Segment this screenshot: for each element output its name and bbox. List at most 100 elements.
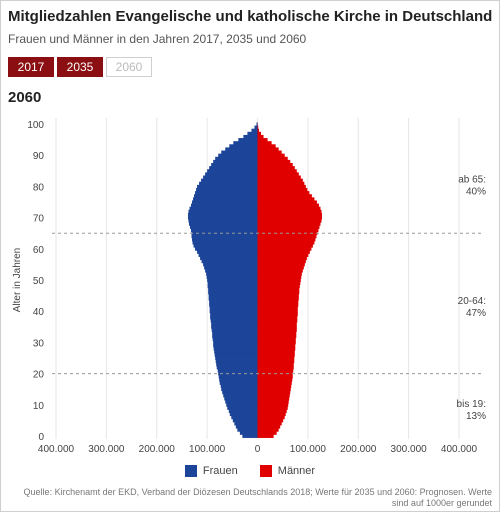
bar-maenner bbox=[257, 134, 264, 139]
year-tabs: 2017 2035 2060 bbox=[8, 57, 152, 77]
bar-frauen bbox=[209, 303, 258, 307]
bar-maenner bbox=[257, 340, 296, 345]
bar-frauen bbox=[208, 287, 258, 292]
y-tick-label: 100 bbox=[27, 120, 44, 131]
bar-maenner bbox=[257, 219, 322, 223]
bar-maenner bbox=[257, 347, 296, 351]
bar-maenner bbox=[257, 315, 298, 320]
bar-frauen bbox=[212, 337, 258, 342]
bar-maenner bbox=[257, 322, 297, 326]
bar-maenner bbox=[257, 387, 291, 392]
bar-maenner bbox=[257, 247, 312, 251]
bar-frauen bbox=[206, 272, 258, 276]
x-tick-label: 300.000 bbox=[88, 444, 125, 455]
bar-frauen bbox=[198, 253, 258, 257]
bar-frauen bbox=[228, 409, 258, 413]
legend-item-frauen: Frauen bbox=[184, 465, 238, 477]
bar-maenner bbox=[257, 253, 309, 257]
bar-maenner bbox=[257, 365, 294, 370]
bar-maenner bbox=[257, 356, 295, 360]
legend: Frauen Männer bbox=[0, 465, 500, 477]
bar-maenner bbox=[257, 275, 302, 279]
bar-frauen bbox=[216, 365, 258, 370]
bar-maenner bbox=[257, 393, 290, 398]
tab-2035[interactable]: 2035 bbox=[57, 57, 103, 77]
bar-maenner bbox=[257, 350, 295, 354]
bar-frauen bbox=[191, 234, 258, 239]
bar-frauen bbox=[239, 431, 258, 435]
bar-maenner bbox=[257, 334, 297, 339]
bar-frauen bbox=[223, 393, 258, 398]
bar-maenner bbox=[257, 337, 296, 342]
bar-maenner bbox=[257, 397, 290, 401]
bar-maenner bbox=[257, 403, 289, 407]
y-axis-label: Alter in Jahren bbox=[12, 248, 23, 312]
tab-2017[interactable]: 2017 bbox=[8, 57, 54, 77]
legend-label-maenner: Männer bbox=[277, 465, 316, 477]
bar-frauen bbox=[208, 294, 258, 298]
x-tick-label: 300.000 bbox=[391, 444, 428, 455]
bar-maenner bbox=[257, 287, 300, 292]
pyramid-bars bbox=[187, 122, 322, 438]
bar-maenner bbox=[257, 163, 293, 167]
tab-2060[interactable]: 2060 bbox=[106, 57, 152, 77]
bar-maenner bbox=[257, 409, 287, 413]
bar-maenner bbox=[257, 303, 299, 307]
bar-frauen bbox=[191, 203, 258, 208]
bar-frauen bbox=[229, 144, 258, 148]
y-tick-label: 60 bbox=[33, 245, 45, 256]
bar-maenner bbox=[257, 284, 300, 289]
bar-frauen bbox=[213, 343, 258, 348]
bar-frauen bbox=[203, 262, 258, 267]
bar-frauen bbox=[197, 184, 258, 189]
y-tick-label: 80 bbox=[33, 182, 45, 193]
bar-frauen bbox=[219, 378, 258, 382]
bar-frauen bbox=[231, 415, 258, 420]
bar-maenner bbox=[257, 297, 299, 301]
bar-frauen bbox=[187, 216, 258, 220]
share-annotation-value: 47% bbox=[466, 308, 486, 319]
bar-frauen bbox=[219, 381, 258, 385]
bar-frauen bbox=[205, 172, 258, 176]
bar-maenner bbox=[257, 325, 297, 329]
bar-maenner bbox=[257, 265, 304, 270]
share-annotation-label: ab 65: bbox=[458, 174, 486, 185]
bar-maenner bbox=[257, 294, 299, 298]
bar-maenner bbox=[257, 290, 300, 295]
chart-subtitle: Frauen und Männer in den Jahren 2017, 20… bbox=[8, 32, 307, 46]
bar-frauen bbox=[189, 206, 258, 211]
bar-frauen bbox=[203, 175, 258, 179]
share-annotation-label: 20-64: bbox=[458, 296, 486, 307]
bar-frauen bbox=[209, 166, 258, 170]
bar-frauen bbox=[214, 350, 258, 354]
bar-frauen bbox=[210, 319, 258, 323]
bar-frauen bbox=[193, 244, 258, 248]
bar-frauen bbox=[212, 334, 258, 339]
bar-maenner bbox=[257, 138, 268, 142]
bar-frauen bbox=[222, 390, 258, 395]
bar-frauen bbox=[217, 368, 258, 373]
bar-frauen bbox=[196, 187, 258, 192]
bar-frauen bbox=[229, 412, 258, 417]
bar-maenner bbox=[257, 216, 322, 220]
bar-frauen bbox=[216, 362, 258, 367]
bar-maenner bbox=[257, 375, 293, 379]
legend-swatch-maenner bbox=[259, 465, 272, 477]
bar-frauen bbox=[188, 219, 258, 223]
bar-frauen bbox=[207, 281, 258, 286]
bar-maenner bbox=[257, 222, 321, 226]
y-axis-ticks: 0 10 20 30 40 50 60 70 80 90 100 bbox=[27, 120, 44, 443]
bar-maenner bbox=[257, 425, 281, 429]
bar-frauen bbox=[191, 231, 258, 236]
bar-frauen bbox=[195, 191, 258, 195]
bar-maenner bbox=[257, 172, 299, 176]
bar-frauen bbox=[199, 181, 258, 186]
legend-swatch-frauen bbox=[184, 465, 197, 477]
bar-frauen bbox=[189, 225, 258, 229]
x-tick-label: 100.000 bbox=[189, 444, 226, 455]
bar-maenner bbox=[257, 125, 259, 130]
bar-maenner bbox=[257, 309, 298, 314]
bar-frauen bbox=[194, 194, 258, 198]
bar-frauen bbox=[211, 328, 258, 332]
legend-item-maenner: Männer bbox=[259, 465, 316, 477]
